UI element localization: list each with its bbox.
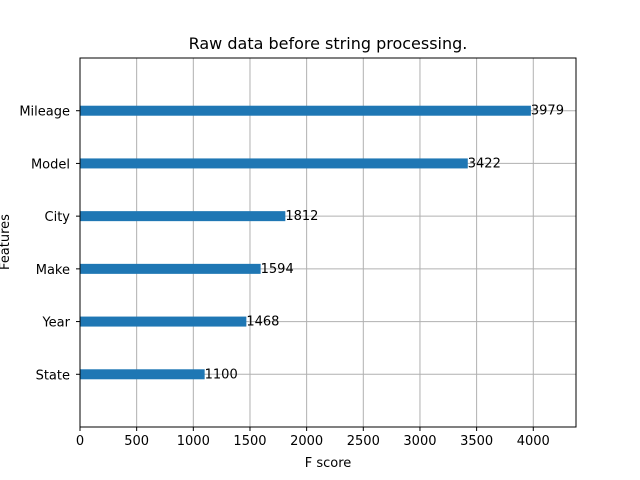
bar-mileage <box>80 105 531 116</box>
x-tick-label: 2500 <box>347 434 380 449</box>
x-tick-label: 3500 <box>460 434 493 449</box>
bar-model <box>80 158 468 169</box>
x-tick-label: 2000 <box>290 434 323 449</box>
x-tick-label: 500 <box>124 434 149 449</box>
data-label: 1100 <box>205 367 238 382</box>
tick-layer <box>76 110 534 431</box>
y-tick-label: Make <box>36 263 70 278</box>
bar-year <box>80 316 247 327</box>
bar-city <box>80 211 286 222</box>
plot-frame <box>79 57 577 428</box>
bar-state <box>80 369 205 380</box>
x-tick-label: 1500 <box>233 434 266 449</box>
chart-title: Raw data before string processing. <box>189 34 468 53</box>
y-tick-label: State <box>36 368 70 383</box>
x-axis-label: F score <box>305 456 352 471</box>
data-label: 1594 <box>261 262 294 277</box>
data-label: 1812 <box>285 209 318 224</box>
bar-make <box>80 263 261 274</box>
bar-layer <box>80 105 531 380</box>
x-tick-label: 0 <box>76 434 84 449</box>
y-tick-label: Model <box>31 157 70 172</box>
x-tick-label: 1000 <box>177 434 210 449</box>
data-label: 1468 <box>246 315 279 330</box>
label-layer: 0 500 1000 1500 2000 2500 3000 3500 4000 State 110… <box>19 104 564 449</box>
x-tick-label: 3000 <box>403 434 436 449</box>
data-label: 3422 <box>468 156 501 171</box>
y-tick-label: Mileage <box>19 105 70 120</box>
data-label: 3979 <box>531 104 564 119</box>
y-axis-label: Features <box>0 214 13 270</box>
y-tick-label: Year <box>41 316 70 331</box>
y-tick-label: City <box>45 210 71 225</box>
x-tick-label: 4000 <box>517 434 550 449</box>
